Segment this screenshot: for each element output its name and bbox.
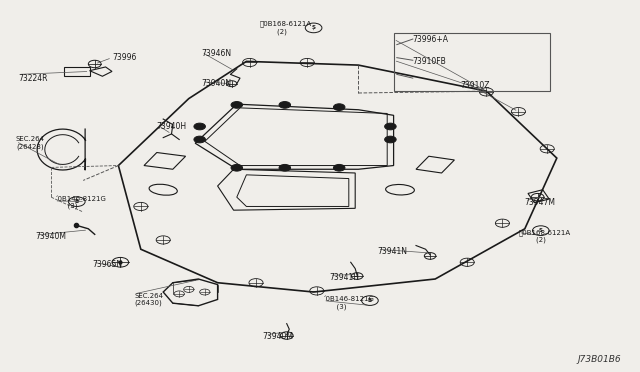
Text: 73910Z: 73910Z	[461, 81, 490, 90]
Text: B: B	[75, 199, 79, 204]
Text: 73940H: 73940H	[157, 122, 187, 131]
Circle shape	[279, 102, 291, 108]
Text: SEC.264
(26428): SEC.264 (26428)	[16, 137, 45, 150]
Text: 73224R: 73224R	[18, 74, 47, 83]
Text: 73940M: 73940M	[262, 332, 293, 341]
Circle shape	[194, 136, 205, 143]
Text: S: S	[539, 228, 543, 233]
Text: 73941N: 73941N	[378, 247, 408, 256]
Text: ´0B146-8121G
      (3): ´0B146-8121G (3)	[54, 196, 106, 209]
Circle shape	[333, 164, 345, 171]
Circle shape	[385, 123, 396, 130]
Circle shape	[333, 104, 345, 110]
Text: SEC.264
(26430): SEC.264 (26430)	[134, 293, 163, 306]
Circle shape	[231, 102, 243, 108]
Text: 73910FB: 73910FB	[413, 57, 447, 66]
Text: Ⓚ0B168-6121A
        (2): Ⓚ0B168-6121A (2)	[259, 21, 311, 35]
Text: 73941H: 73941H	[330, 273, 360, 282]
Text: 73947M: 73947M	[525, 198, 556, 207]
Text: ´0B146-8121G
      (3): ´0B146-8121G (3)	[323, 296, 375, 310]
Text: 73946N: 73946N	[202, 49, 232, 58]
Text: J73B01B6: J73B01B6	[577, 355, 621, 364]
Text: S: S	[312, 25, 316, 31]
Circle shape	[231, 164, 243, 171]
Text: B: B	[368, 298, 372, 303]
Text: Ⓚ0B168-6121A
        (2): Ⓚ0B168-6121A (2)	[518, 229, 570, 243]
Text: 73996: 73996	[112, 53, 136, 62]
Circle shape	[279, 164, 291, 171]
Circle shape	[385, 136, 396, 143]
Text: 73996+A: 73996+A	[413, 35, 449, 44]
Circle shape	[194, 123, 205, 130]
Text: 73940N: 73940N	[202, 79, 232, 88]
Text: 73940M: 73940M	[35, 232, 66, 241]
Text: 73965N: 73965N	[93, 260, 123, 269]
